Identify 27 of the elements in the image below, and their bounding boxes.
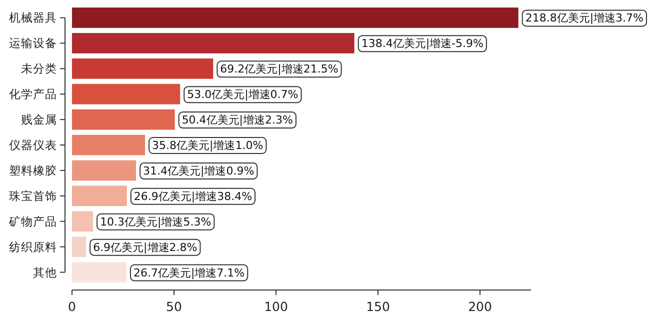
data-label: 31.4亿美元|增速0.9% (143, 164, 254, 178)
y-tick-label: 其他 (33, 265, 57, 280)
x-tick-label: 100 (264, 299, 288, 314)
data-label: 138.4亿美元|增速-5.9% (361, 37, 484, 50)
y-tick-label: 珠宝首饰 (9, 188, 57, 203)
y-tick-label: 化学产品 (9, 87, 57, 102)
y-tick-label: 纺织原料 (9, 240, 57, 254)
data-label: 26.7亿美元|增速7.1% (133, 266, 245, 280)
data-label: 35.8亿美元|增速1.0% (152, 139, 264, 152)
y-tick-label: 贱金属 (21, 112, 57, 127)
data-label: 26.9亿美元|增速38.4% (134, 190, 252, 203)
y-tick-label: 运输设备 (9, 36, 57, 50)
data-label: 53.0亿美元|增速0.7% (187, 88, 298, 102)
y-tick-label: 未分类 (21, 62, 57, 76)
data-label: 218.8亿美元|增速3.7% (525, 12, 644, 25)
x-tick-label: 0 (68, 299, 76, 314)
y-tick-label: 塑料橡胶 (9, 163, 57, 178)
y-tick-label: 机械器具 (9, 10, 57, 25)
y-tick-label: 仪器仪表 (9, 138, 57, 152)
y-tick-label: 矿物产品 (8, 214, 57, 228)
x-tick-label: 200 (468, 299, 492, 314)
x-tick-label: 50 (166, 299, 182, 314)
data-label: 50.4亿美元|增速2.3% (182, 114, 293, 127)
data-label: 6.9亿美元|增速2.8% (93, 240, 198, 254)
data-label: 69.2亿美元|增速21.5% (220, 62, 338, 76)
x-tick-label: 150 (366, 299, 390, 314)
data-label: 10.3亿美元|增速5.3% (100, 215, 212, 228)
